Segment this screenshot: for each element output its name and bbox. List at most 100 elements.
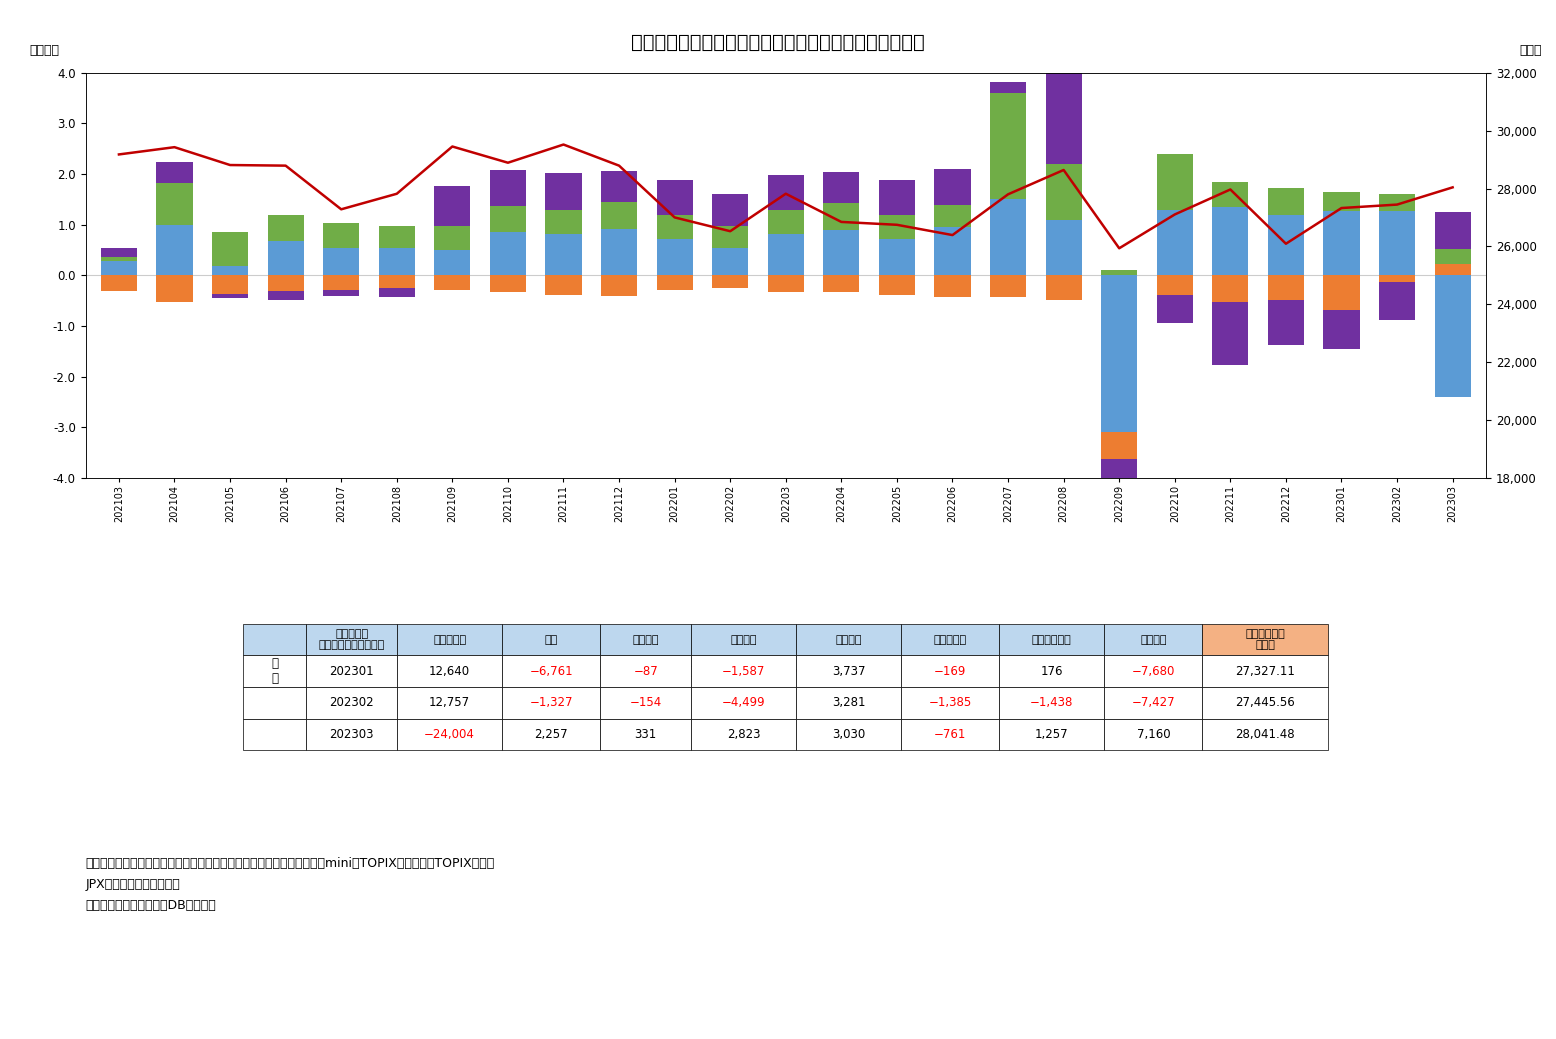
Bar <box>1379 275 1414 283</box>
Bar <box>1102 432 1137 459</box>
Bar <box>767 176 804 210</box>
Bar <box>935 275 971 297</box>
Bar <box>546 210 582 234</box>
Bar <box>713 194 748 225</box>
Bar <box>823 275 859 292</box>
Bar <box>1379 283 1414 320</box>
Bar <box>657 239 692 275</box>
Bar <box>823 230 859 275</box>
Bar <box>713 247 748 275</box>
Bar <box>657 275 692 290</box>
Bar <box>546 275 582 295</box>
Bar <box>1156 295 1193 322</box>
Bar <box>490 169 526 206</box>
Bar <box>101 275 137 291</box>
Bar <box>601 203 636 229</box>
Bar <box>434 225 470 250</box>
Bar <box>990 199 1025 275</box>
Bar <box>378 275 415 288</box>
Bar <box>101 258 137 261</box>
Text: 図表１　主な投資部門別売買動向と日経平均株価の推移: 図表１ 主な投資部門別売買動向と日経平均株価の推移 <box>632 33 924 52</box>
Text: 「兆円」: 「兆円」 <box>30 44 59 56</box>
Bar <box>1212 207 1248 275</box>
Text: （注）現物は東証・名証の二市場、先物は日経２２５先物、日経２２５mini、TOPIX先物、ミニTOPIX先物、
JPX日経４００先物の合計
（資料）ニッセイ基礎: （注）現物は東証・名証の二市場、先物は日経２２５先物、日経２２５mini、TOP… <box>86 857 495 912</box>
Bar <box>1324 192 1360 211</box>
Bar <box>268 215 303 241</box>
Bar <box>1435 275 1470 397</box>
Bar <box>324 247 359 275</box>
Bar <box>1046 37 1081 164</box>
Bar <box>1268 215 1304 275</box>
Bar <box>268 241 303 275</box>
Bar <box>713 275 748 288</box>
Bar <box>935 228 971 275</box>
Bar <box>212 294 247 298</box>
Bar <box>767 234 804 275</box>
Bar <box>378 247 415 275</box>
Bar <box>823 204 859 230</box>
Bar <box>1379 194 1414 211</box>
Bar <box>157 275 193 301</box>
Bar <box>1156 275 1193 295</box>
Bar <box>601 275 636 296</box>
Bar <box>879 239 915 275</box>
Bar <box>935 206 971 228</box>
Bar <box>1102 270 1137 275</box>
Bar <box>879 215 915 239</box>
Bar <box>1268 188 1304 215</box>
Bar <box>1324 310 1360 348</box>
Bar <box>767 275 804 292</box>
Bar <box>601 229 636 275</box>
Bar <box>434 275 470 290</box>
Bar <box>1435 264 1470 275</box>
Bar <box>324 275 359 290</box>
Bar <box>268 275 303 291</box>
Bar <box>990 82 1025 94</box>
Bar <box>935 169 971 206</box>
Bar <box>657 180 692 215</box>
Bar <box>1046 164 1081 219</box>
Bar <box>434 250 470 275</box>
Bar <box>1379 211 1414 275</box>
Bar <box>212 275 247 294</box>
Bar <box>324 223 359 247</box>
Bar <box>1324 211 1360 275</box>
Bar <box>713 225 748 247</box>
Bar <box>1046 275 1081 299</box>
Bar <box>268 291 303 299</box>
Bar <box>1435 212 1470 248</box>
Bar <box>990 94 1025 199</box>
Bar <box>1268 275 1304 299</box>
Bar <box>879 180 915 215</box>
Bar <box>434 186 470 225</box>
Bar <box>546 234 582 275</box>
Bar <box>1102 459 1137 535</box>
Bar <box>490 275 526 292</box>
Bar <box>157 224 193 275</box>
Bar <box>1212 301 1248 365</box>
Bar <box>378 288 415 297</box>
Bar <box>879 275 915 295</box>
Bar <box>490 206 526 233</box>
Bar <box>212 266 247 275</box>
Bar <box>657 215 692 239</box>
Bar <box>1435 248 1470 264</box>
Bar <box>1268 299 1304 345</box>
Bar <box>324 290 359 296</box>
Bar <box>101 248 137 258</box>
Bar <box>157 183 193 224</box>
Bar <box>1212 275 1248 301</box>
Bar <box>601 171 636 203</box>
Bar <box>490 233 526 275</box>
Bar <box>157 162 193 183</box>
Bar <box>1212 182 1248 207</box>
Legend: 海外投資家, 個人, 事業法人, 信託銀行, 日経平均株価（右軸）: 海外投資家, 個人, 事業法人, 信託銀行, 日経平均株価（右軸） <box>510 660 893 683</box>
Bar <box>1156 154 1193 210</box>
Bar <box>823 172 859 204</box>
Bar <box>1324 275 1360 310</box>
Bar <box>546 174 582 210</box>
Bar <box>1156 210 1193 275</box>
Bar <box>767 210 804 234</box>
Bar <box>212 232 247 266</box>
Bar <box>990 275 1025 297</box>
